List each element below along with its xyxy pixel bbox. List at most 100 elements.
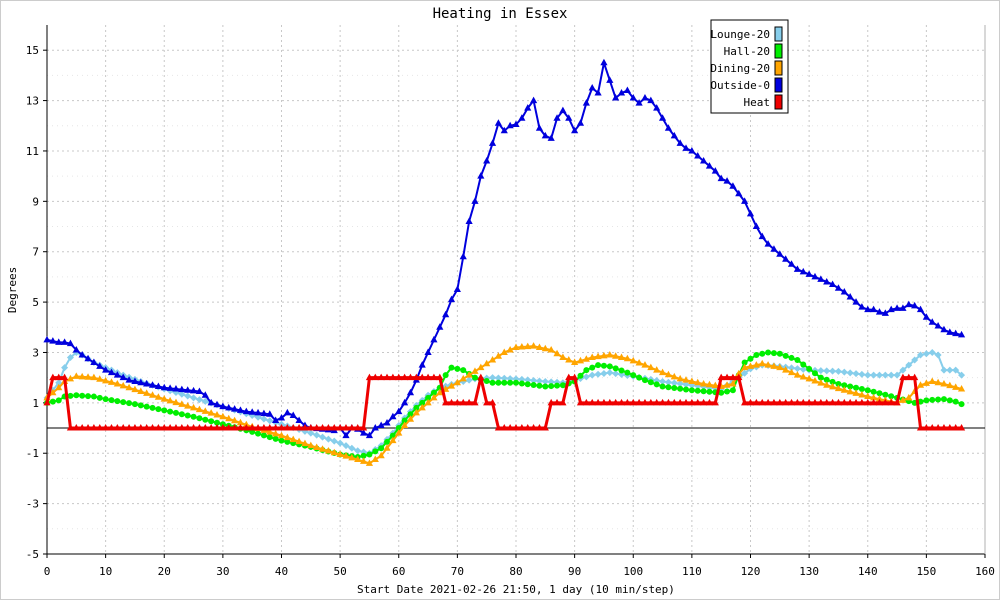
data-point-heat: [682, 398, 690, 406]
data-point-heat: [84, 424, 92, 431]
data-point-heat: [324, 424, 332, 431]
data-point-dining-20: [389, 436, 397, 444]
data-point-heat: [805, 398, 813, 406]
data-point-dining-20: [647, 363, 655, 371]
data-point-dining-20: [828, 382, 837, 390]
data-point-dining-20: [565, 356, 573, 363]
data-point-dining-20: [506, 345, 514, 353]
data-point-hall-20: [823, 376, 830, 383]
data-point-outside-0: [729, 182, 737, 189]
data-point-lounge-20: [817, 367, 825, 375]
data-point-outside-0: [395, 407, 403, 415]
data-point-outside-0: [799, 267, 807, 275]
data-point-lounge-20: [61, 364, 69, 372]
data-point-heat: [852, 398, 860, 406]
y-tick-label: 9: [32, 195, 39, 208]
data-point-dining-20: [688, 377, 696, 384]
data-point-heat: [447, 398, 456, 406]
data-point-outside-0: [811, 272, 819, 280]
data-point-hall-20: [612, 365, 619, 372]
series-outside-0: [43, 58, 966, 439]
data-point-dining-20: [735, 369, 743, 377]
data-point-heat: [758, 398, 766, 406]
data-point-dining-20: [307, 441, 315, 449]
data-point-heat: [424, 373, 432, 381]
data-point-dining-20: [752, 361, 760, 368]
data-point-dining-20: [700, 379, 708, 387]
data-point-outside-0: [371, 424, 379, 431]
data-point-hall-20: [378, 445, 385, 452]
data-point-outside-0: [524, 104, 532, 111]
data-point-hall-20: [202, 416, 209, 423]
data-point-hall-20: [536, 382, 543, 389]
data-point-hall-20: [847, 383, 854, 390]
data-point-heat: [231, 424, 239, 431]
data-point-heat: [547, 398, 555, 406]
data-point-outside-0: [840, 288, 848, 295]
data-point-heat: [442, 398, 450, 406]
data-point-heat: [582, 398, 590, 406]
data-point-dining-20: [946, 381, 954, 389]
data-point-dining-20: [289, 435, 297, 443]
data-point-hall-20: [524, 381, 531, 388]
data-point-outside-0: [881, 309, 889, 316]
data-point-hall-20: [841, 382, 848, 389]
data-point-dining-20: [377, 451, 385, 459]
data-point-heat: [406, 373, 415, 381]
data-point-heat: [664, 398, 673, 406]
data-point-hall-20: [747, 355, 754, 362]
data-point-heat: [782, 398, 790, 406]
data-point-hall-20: [214, 419, 221, 426]
data-point-lounge-20: [594, 370, 602, 378]
data-point-lounge-20: [313, 431, 321, 439]
y-tick-label: -5: [26, 548, 39, 561]
data-point-hall-20: [108, 397, 115, 404]
data-point-dining-20: [617, 353, 626, 361]
data-point-hall-20: [706, 388, 713, 395]
data-point-hall-20: [700, 388, 707, 395]
data-point-hall-20: [407, 411, 414, 418]
data-point-dining-20: [535, 343, 544, 350]
data-point-heat: [846, 398, 854, 406]
data-point-heat: [512, 424, 520, 431]
data-point-lounge-20: [582, 373, 590, 381]
data-point-hall-20: [794, 357, 801, 364]
data-point-outside-0: [653, 104, 661, 111]
data-point-lounge-20: [664, 378, 672, 386]
data-point-outside-0: [60, 338, 69, 345]
data-point-lounge-20: [319, 433, 327, 441]
data-point-lounge-20: [682, 380, 690, 388]
data-point-dining-20: [858, 390, 866, 398]
data-point-heat: [858, 398, 866, 406]
data-point-lounge-20: [354, 447, 362, 455]
data-point-hall-20: [618, 367, 625, 374]
data-point-dining-20: [705, 380, 714, 388]
data-point-lounge-20: [612, 370, 620, 378]
data-point-hall-20: [800, 361, 807, 368]
data-point-heat: [277, 424, 286, 431]
data-point-heat: [899, 373, 907, 381]
data-point-hall-20: [272, 435, 279, 442]
data-point-heat: [330, 424, 338, 431]
data-point-lounge-20: [670, 379, 678, 387]
data-point-outside-0: [600, 58, 608, 66]
data-point-hall-20: [131, 401, 138, 408]
data-point-heat: [717, 373, 725, 381]
data-point-hall-20: [888, 393, 895, 400]
data-point-heat: [66, 424, 75, 431]
data-point-dining-20: [137, 387, 145, 395]
data-point-lounge-20: [266, 417, 274, 425]
data-point-hall-20: [653, 381, 660, 388]
data-point-lounge-20: [530, 376, 538, 384]
data-point-dining-20: [301, 439, 309, 447]
data-point-hall-20: [671, 384, 678, 391]
data-point-lounge-20: [676, 380, 684, 388]
data-point-heat: [617, 398, 626, 406]
data-point-outside-0: [746, 209, 755, 217]
data-point-outside-0: [717, 174, 725, 182]
data-point-dining-20: [342, 452, 350, 459]
data-point-dining-20: [49, 388, 57, 396]
y-tick-label: -3: [26, 498, 39, 511]
legend: Lounge-20 Hall-20 Dining-20 Outside-0 Heat: [710, 19, 789, 114]
data-point-outside-0: [236, 406, 245, 413]
